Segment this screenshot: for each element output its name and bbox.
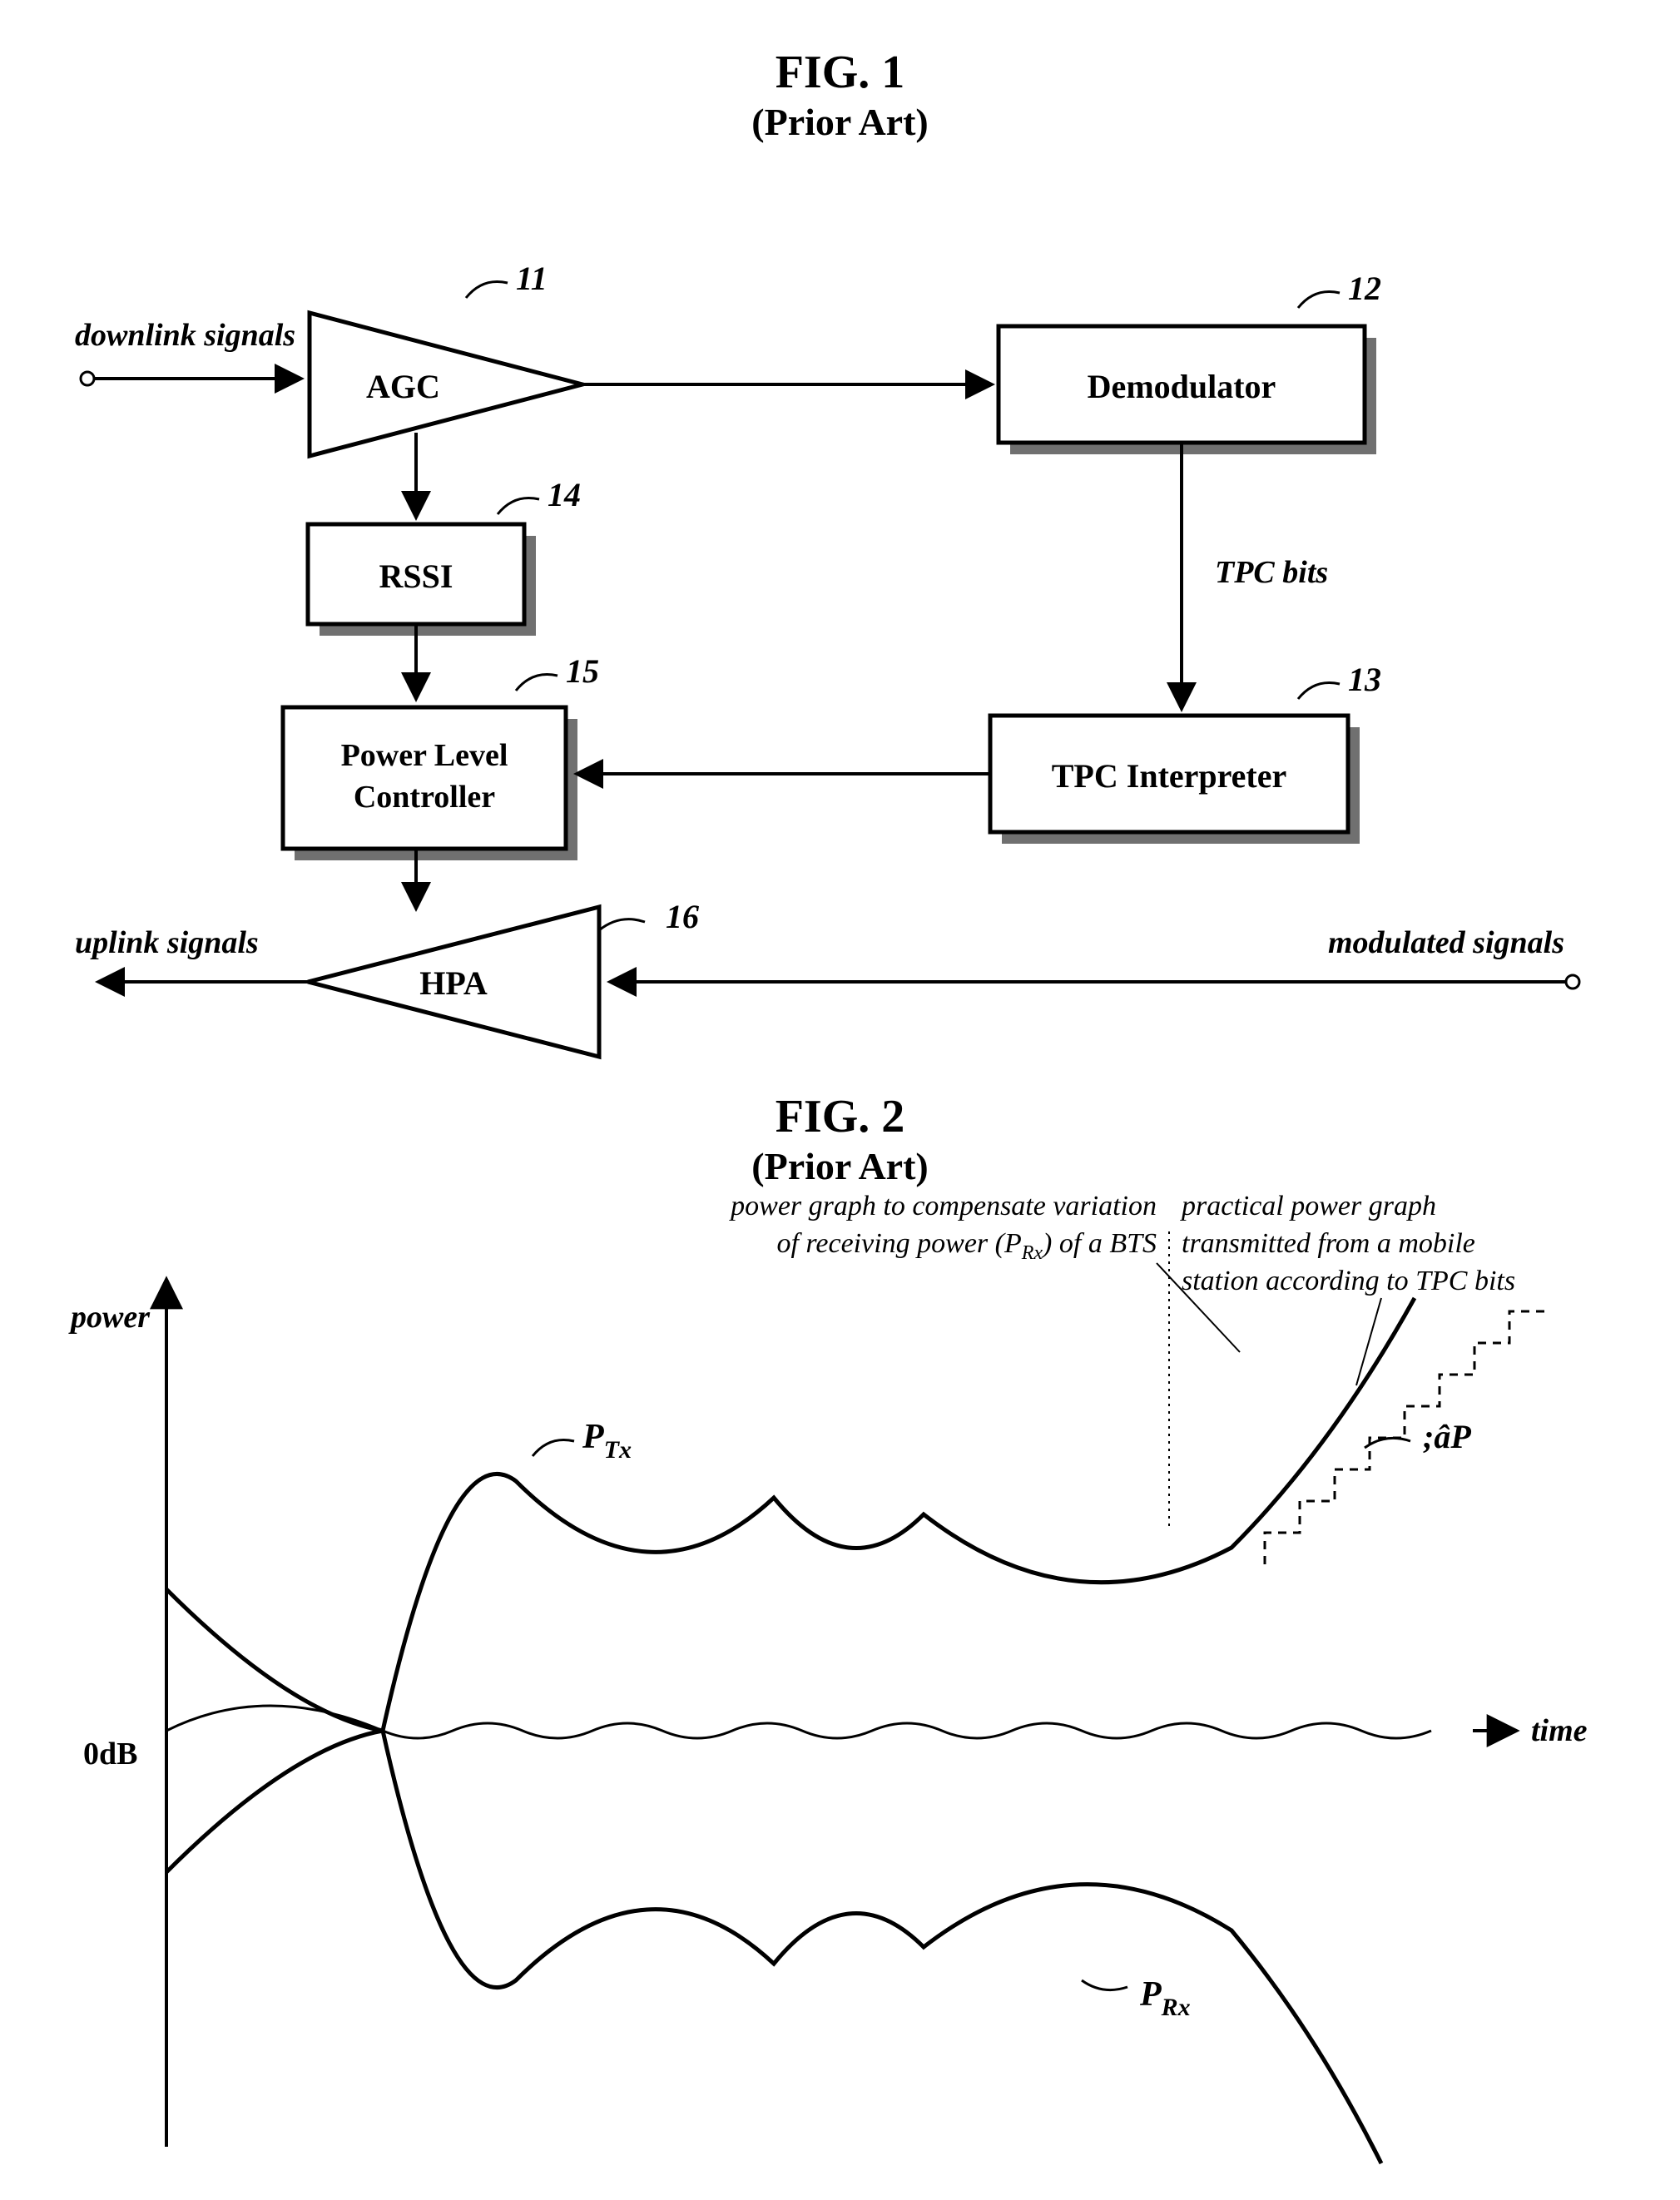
tpc-ref-hook bbox=[1298, 682, 1340, 699]
agc-ref: 11 bbox=[516, 260, 548, 297]
hpa-ref: 16 bbox=[666, 898, 699, 935]
annot2-line2: transmitted from a mobile bbox=[1182, 1228, 1475, 1259]
fig2-title: FIG. 2 bbox=[0, 1090, 1680, 1143]
agc-label: AGC bbox=[366, 368, 440, 405]
downlink-port bbox=[81, 372, 94, 385]
delta-leader bbox=[1365, 1438, 1410, 1448]
plc-label-1: Power Level bbox=[341, 738, 508, 773]
fig2-plot: power time 0dB PTx PRx ;âP power graph t… bbox=[0, 1182, 1680, 2180]
ptx-leader bbox=[533, 1439, 574, 1456]
tpc-label: TPC Interpreter bbox=[1052, 757, 1287, 795]
modulated-port bbox=[1566, 975, 1579, 989]
annot2-line3: station according to TPC bits bbox=[1182, 1266, 1515, 1296]
y-axis-label: power bbox=[68, 1300, 151, 1335]
rssi-label: RSSI bbox=[379, 557, 453, 595]
modulated-label: modulated signals bbox=[1328, 925, 1564, 960]
prx-curve bbox=[166, 1731, 1381, 2163]
fig1-title: FIG. 1 bbox=[0, 46, 1680, 99]
downlink-label: downlink signals bbox=[75, 318, 295, 353]
ptx-label: PTx bbox=[582, 1418, 632, 1464]
rssi-ref: 14 bbox=[548, 476, 581, 513]
plc-ref: 15 bbox=[566, 652, 599, 690]
hpa-label: HPA bbox=[419, 964, 488, 1002]
fig1-subtitle: (Prior Art) bbox=[0, 100, 1680, 144]
step-curve bbox=[1265, 1311, 1544, 1564]
ptx-curve bbox=[166, 1298, 1415, 1731]
x-axis-label: time bbox=[1531, 1713, 1588, 1748]
zero-db-label: 0dB bbox=[83, 1737, 137, 1771]
agc-ref-hook bbox=[466, 281, 508, 298]
annot1-line2: of receiving power (PRx) of a BTS bbox=[776, 1228, 1157, 1264]
plc-ref-hook bbox=[516, 674, 558, 691]
hpa-block: HPA 16 bbox=[308, 898, 699, 1057]
demod-block: Demodulator 12 bbox=[999, 270, 1381, 454]
annot2-line1: practical power graph bbox=[1180, 1191, 1436, 1221]
fig1-diagram: downlink signals AGC 11 Demodulator 12 R… bbox=[0, 150, 1680, 1082]
agc-block: AGC 11 bbox=[310, 260, 582, 456]
hpa-ref-hook bbox=[599, 919, 645, 930]
demod-ref-hook bbox=[1298, 291, 1340, 308]
demod-ref: 12 bbox=[1348, 270, 1381, 307]
rssi-ref-hook bbox=[498, 498, 539, 514]
uplink-label: uplink signals bbox=[75, 925, 259, 960]
plc-block: Power Level Controller 15 bbox=[283, 652, 599, 860]
annot1-line1: power graph to compensate variation bbox=[729, 1191, 1157, 1221]
rssi-block: RSSI 14 bbox=[308, 476, 581, 636]
tpc-ref: 13 bbox=[1348, 661, 1381, 698]
delta-label: ;âP bbox=[1423, 1418, 1471, 1455]
prx-leader bbox=[1082, 1980, 1127, 1990]
tpcbits-label: TPC bits bbox=[1215, 555, 1328, 590]
demod-label: Demodulator bbox=[1088, 368, 1276, 405]
tpc-block: TPC Interpreter 13 bbox=[990, 661, 1381, 844]
plc-label-2: Controller bbox=[354, 780, 495, 815]
prx-label: PRx bbox=[1139, 1975, 1191, 2021]
